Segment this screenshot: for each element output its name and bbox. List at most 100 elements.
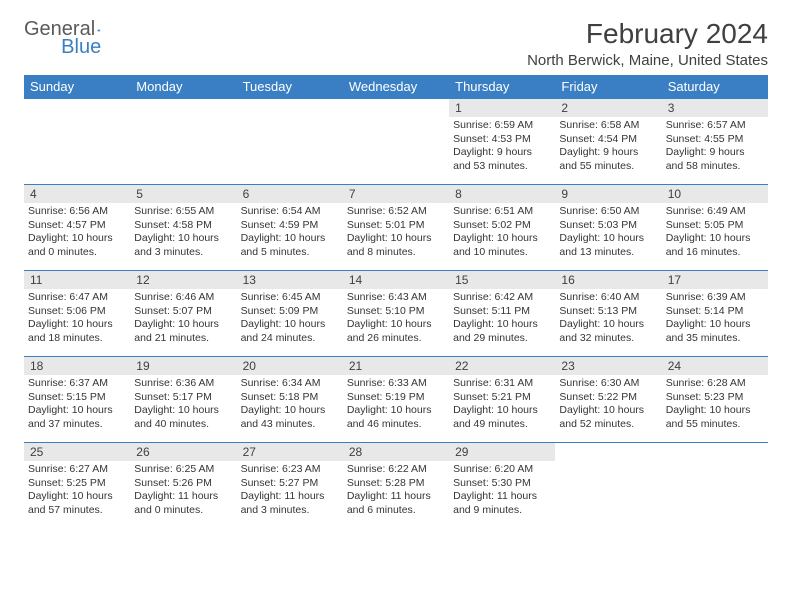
calendar-week-row: 25Sunrise: 6:27 AMSunset: 5:25 PMDayligh… (24, 443, 768, 529)
calendar-cell: 15Sunrise: 6:42 AMSunset: 5:11 PMDayligh… (449, 271, 555, 357)
calendar-cell: 29Sunrise: 6:20 AMSunset: 5:30 PMDayligh… (449, 443, 555, 529)
brand-part2: Blue (61, 36, 101, 59)
day-number: 19 (130, 357, 236, 375)
day-number: 28 (343, 443, 449, 461)
sunrise-line: Sunrise: 6:36 AM (134, 377, 232, 391)
sunrise-line: Sunrise: 6:47 AM (28, 291, 126, 305)
day-body: Sunrise: 6:43 AMSunset: 5:10 PMDaylight:… (343, 289, 449, 348)
day-body: Sunrise: 6:46 AMSunset: 5:07 PMDaylight:… (130, 289, 236, 348)
sunrise-line: Sunrise: 6:42 AM (453, 291, 551, 305)
day-body: Sunrise: 6:55 AMSunset: 4:58 PMDaylight:… (130, 203, 236, 262)
day-body: Sunrise: 6:49 AMSunset: 5:05 PMDaylight:… (662, 203, 768, 262)
location-subtitle: North Berwick, Maine, United States (527, 52, 768, 69)
sunset-line: Sunset: 5:06 PM (28, 305, 126, 319)
day-number: 23 (555, 357, 661, 375)
day-body: Sunrise: 6:34 AMSunset: 5:18 PMDaylight:… (237, 375, 343, 434)
sunrise-line: Sunrise: 6:34 AM (241, 377, 339, 391)
day-number: 1 (449, 99, 555, 117)
calendar-cell: 27 Sunrise: 6:23 AMSunset: 5:27 PMDayligh… (237, 443, 343, 529)
day-body: Sunrise: 6:56 AMSunset: 4:57 PMDaylight:… (24, 203, 130, 262)
sunrise-line: Sunrise: 6:56 AM (28, 205, 126, 219)
sunrise-line: Sunrise: 6:30 AM (559, 377, 657, 391)
calendar-week-row: 11Sunrise: 6:47 AMSunset: 5:06 PMDayligh… (24, 271, 768, 357)
sunset-line: Sunset: 5:18 PM (241, 391, 339, 405)
calendar-cell: 8Sunrise: 6:51 AMSunset: 5:02 PMDaylight… (449, 185, 555, 271)
sunset-line: Sunset: 5:15 PM (28, 391, 126, 405)
sunset-line: Sunset: 5:28 PM (347, 477, 445, 491)
day-body: Sunrise: 6:36 AMSunset: 5:17 PMDaylight:… (130, 375, 236, 434)
calendar-cell: 11Sunrise: 6:47 AMSunset: 5:06 PMDayligh… (24, 271, 130, 357)
dow-header: Saturday (662, 75, 768, 99)
sunset-line: Sunset: 5:22 PM (559, 391, 657, 405)
day-body: Sunrise: 6:52 AMSunset: 5:01 PMDaylight:… (343, 203, 449, 262)
daylight-line: Daylight: 10 hours and 46 minutes. (347, 404, 445, 431)
calendar-cell: 3Sunrise: 6:57 AMSunset: 4:55 PMDaylight… (662, 99, 768, 185)
sunrise-line: Sunrise: 6:50 AM (559, 205, 657, 219)
dow-header: Thursday (449, 75, 555, 99)
sunset-line: Sunset: 4:57 PM (28, 219, 126, 233)
sunset-line: Sunset: 4:58 PM (134, 219, 232, 233)
day-number: 26 (130, 443, 236, 461)
day-body: Sunrise: 6:42 AMSunset: 5:11 PMDaylight:… (449, 289, 555, 348)
daylight-line: Daylight: 10 hours and 35 minutes. (666, 318, 764, 345)
day-body: Sunrise: 6:47 AMSunset: 5:06 PMDaylight:… (24, 289, 130, 348)
sunset-line: Sunset: 5:23 PM (666, 391, 764, 405)
sunrise-line: Sunrise: 6:49 AM (666, 205, 764, 219)
dow-header: Friday (555, 75, 661, 99)
daylight-line: Daylight: 10 hours and 0 minutes. (28, 232, 126, 259)
sunrise-line: Sunrise: 6:59 AM (453, 119, 551, 133)
sunrise-line: Sunrise: 6:20 AM (453, 463, 551, 477)
sunset-line: Sunset: 5:30 PM (453, 477, 551, 491)
day-body: Sunrise: 6:25 AMSunset: 5:26 PMDaylight:… (130, 461, 236, 520)
day-body: Sunrise: 6:40 AMSunset: 5:13 PMDaylight:… (555, 289, 661, 348)
daylight-line: Daylight: 9 hours and 53 minutes. (453, 146, 551, 173)
sunset-line: Sunset: 5:10 PM (347, 305, 445, 319)
daylight-line: Daylight: 10 hours and 8 minutes. (347, 232, 445, 259)
sunrise-line: Sunrise: 6:22 AM (347, 463, 445, 477)
day-number: 17 (662, 271, 768, 289)
sunrise-line: Sunrise: 6:40 AM (559, 291, 657, 305)
calendar-cell: 18Sunrise: 6:37 AMSunset: 5:15 PMDayligh… (24, 357, 130, 443)
calendar-table: SundayMondayTuesdayWednesdayThursdayFrid… (24, 75, 768, 529)
dow-header: Wednesday (343, 75, 449, 99)
sunrise-line: Sunrise: 6:25 AM (134, 463, 232, 477)
day-number: 29 (449, 443, 555, 461)
day-number: 14 (343, 271, 449, 289)
calendar-cell: 4Sunrise: 6:56 AMSunset: 4:57 PMDaylight… (24, 185, 130, 271)
sunset-line: Sunset: 5:17 PM (134, 391, 232, 405)
sunset-line: Sunset: 5:25 PM (28, 477, 126, 491)
day-body: Sunrise: 6:57 AMSunset: 4:55 PMDaylight:… (662, 117, 768, 176)
day-number: 21 (343, 357, 449, 375)
day-body: Sunrise: 6:33 AMSunset: 5:19 PMDaylight:… (343, 375, 449, 434)
calendar-cell: 24Sunrise: 6:28 AMSunset: 5:23 PMDayligh… (662, 357, 768, 443)
day-body: Sunrise: 6:39 AMSunset: 5:14 PMDaylight:… (662, 289, 768, 348)
day-number: 6 (237, 185, 343, 203)
day-number: 12 (130, 271, 236, 289)
daylight-line: Daylight: 10 hours and 43 minutes. (241, 404, 339, 431)
sunset-line: Sunset: 5:27 PM (241, 477, 339, 491)
calendar-cell: 10Sunrise: 6:49 AMSunset: 5:05 PMDayligh… (662, 185, 768, 271)
calendar-cell (343, 99, 449, 185)
daylight-line: Daylight: 10 hours and 26 minutes. (347, 318, 445, 345)
sunset-line: Sunset: 5:11 PM (453, 305, 551, 319)
day-number: 8 (449, 185, 555, 203)
daylight-line: Daylight: 10 hours and 32 minutes. (559, 318, 657, 345)
daylight-line: Daylight: 11 hours and 3 minutes. (241, 490, 339, 517)
calendar-cell: 26Sunrise: 6:25 AMSunset: 5:26 PMDayligh… (130, 443, 236, 529)
sunrise-line: Sunrise: 6:54 AM (241, 205, 339, 219)
day-number: 9 (555, 185, 661, 203)
calendar-week-row: 4Sunrise: 6:56 AMSunset: 4:57 PMDaylight… (24, 185, 768, 271)
calendar-cell (130, 99, 236, 185)
sunset-line: Sunset: 5:03 PM (559, 219, 657, 233)
day-number: 16 (555, 271, 661, 289)
day-body: Sunrise: 6:54 AMSunset: 4:59 PMDaylight:… (237, 203, 343, 262)
day-body: Sunrise: 6:59 AMSunset: 4:53 PMDaylight:… (449, 117, 555, 176)
day-body: Sunrise: 6:27 AMSunset: 5:25 PMDaylight:… (24, 461, 130, 520)
calendar-week-row: 1Sunrise: 6:59 AMSunset: 4:53 PMDaylight… (24, 99, 768, 185)
day-number: 27 (237, 443, 343, 461)
day-body: Sunrise: 6:31 AMSunset: 5:21 PMDaylight:… (449, 375, 555, 434)
sunrise-line: Sunrise: 6:23 AM (241, 463, 339, 477)
day-body: Sunrise: 6:30 AMSunset: 5:22 PMDaylight:… (555, 375, 661, 434)
sunset-line: Sunset: 5:02 PM (453, 219, 551, 233)
calendar-cell: 7Sunrise: 6:52 AMSunset: 5:01 PMDaylight… (343, 185, 449, 271)
